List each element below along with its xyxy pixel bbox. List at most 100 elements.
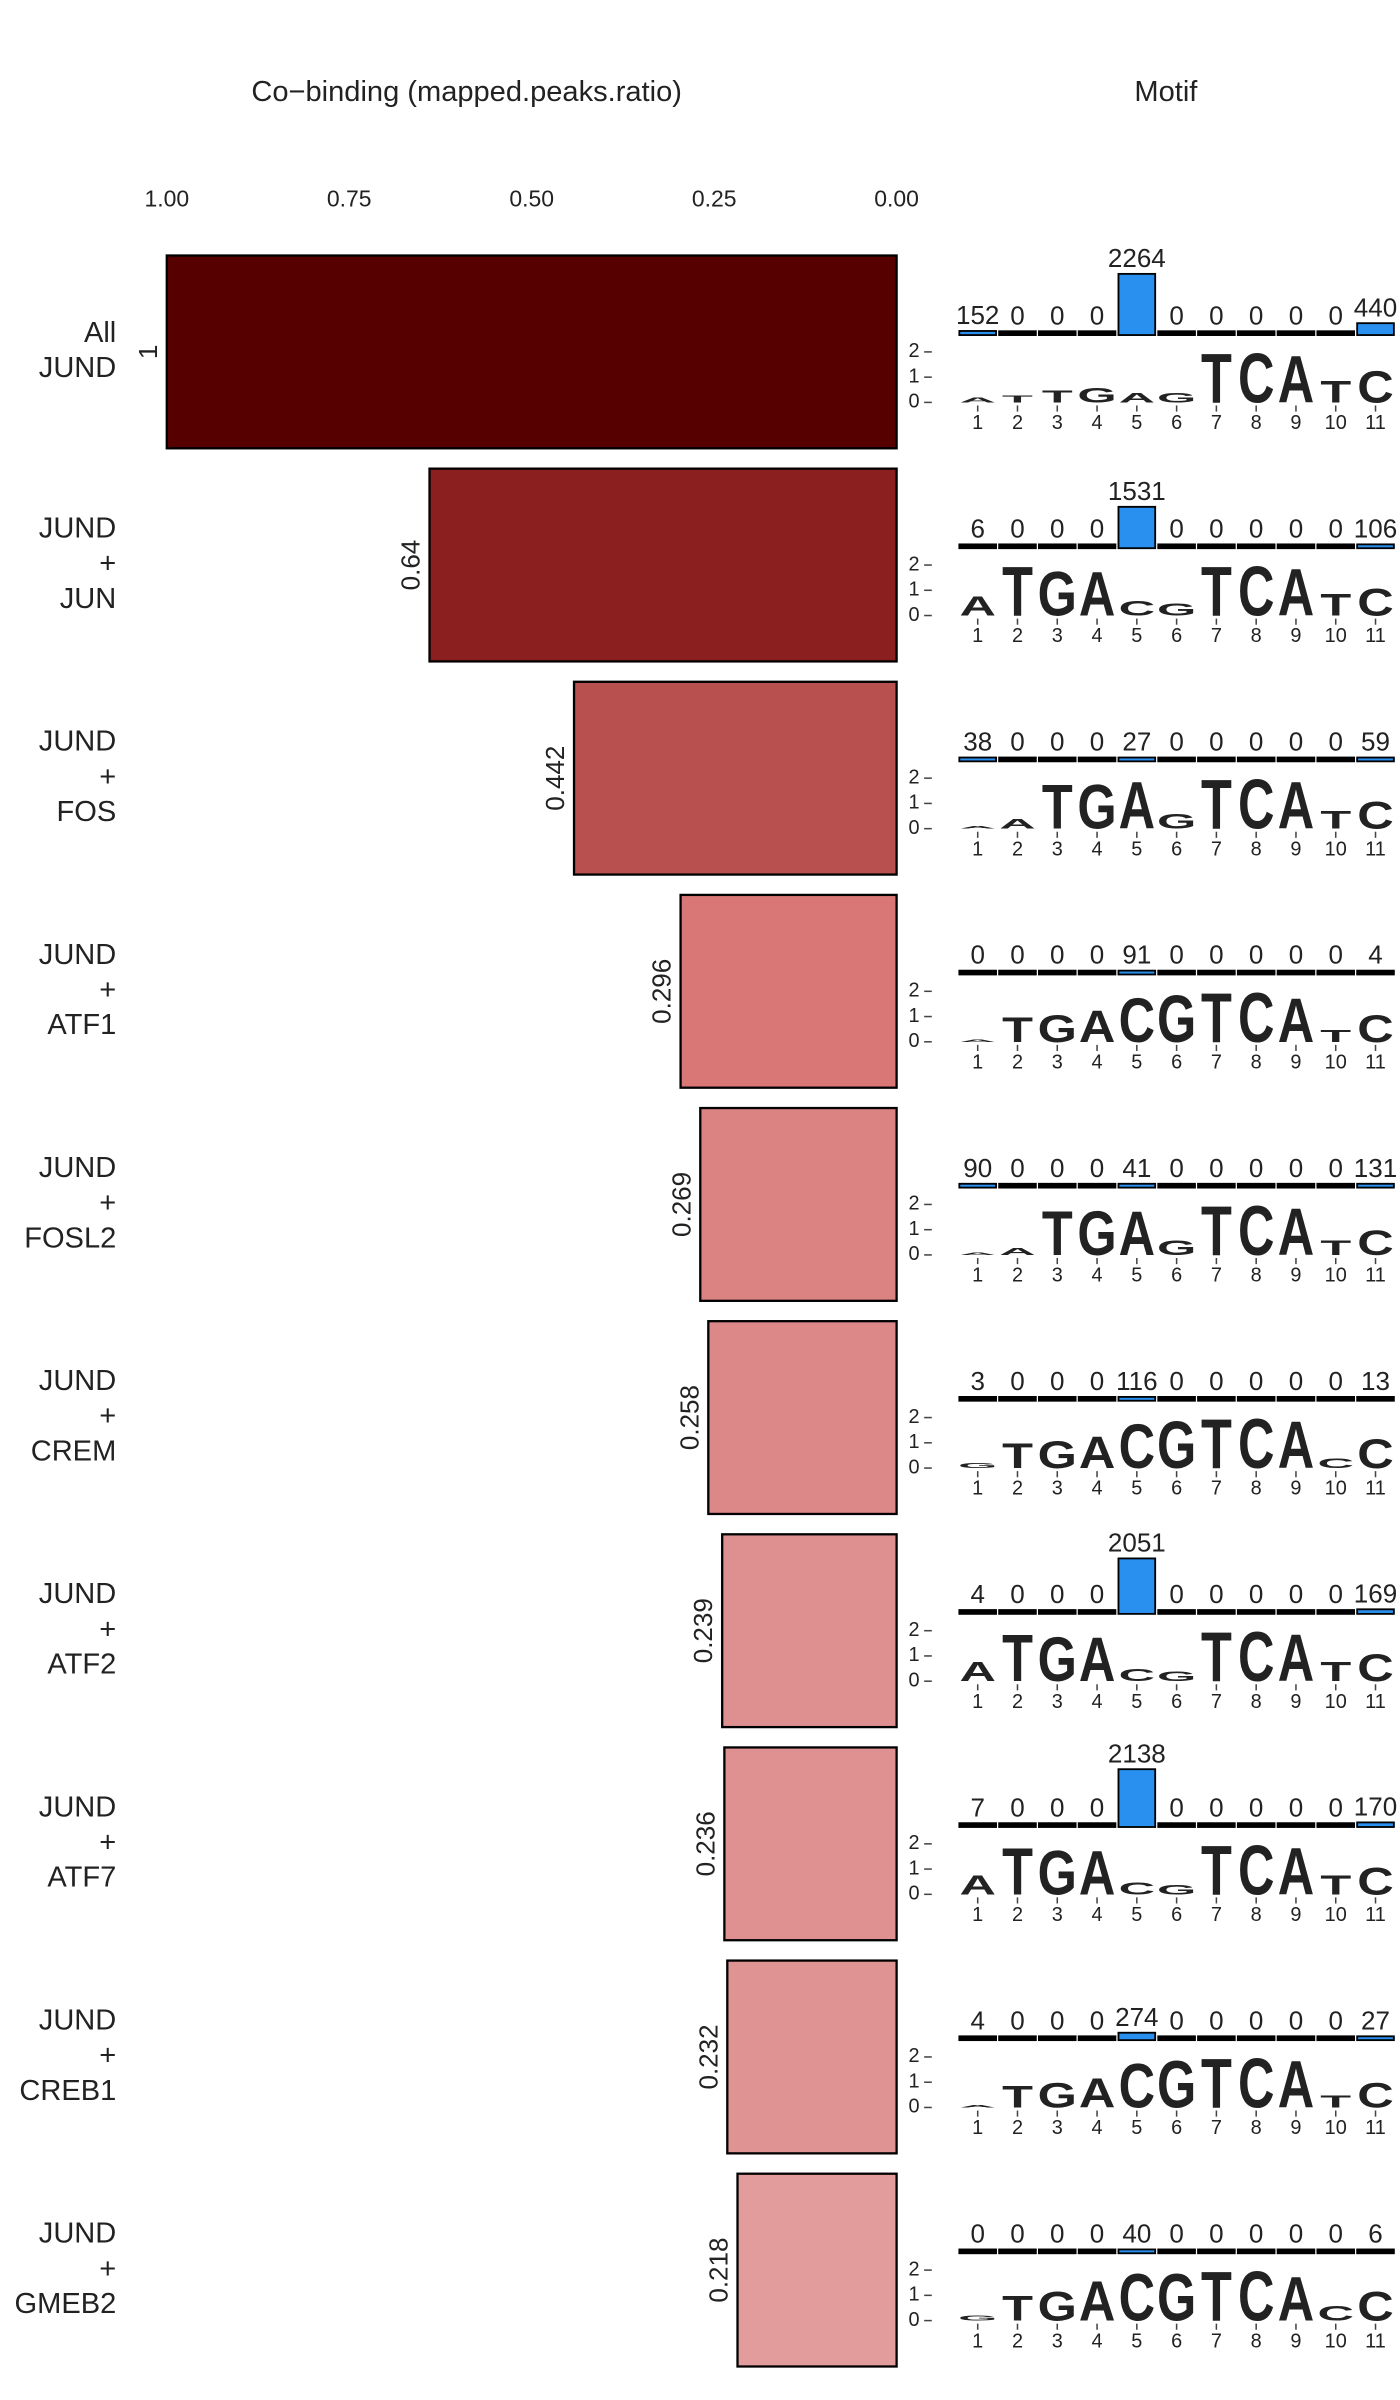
logo-letter: T bbox=[1201, 766, 1232, 844]
logo-letter: C bbox=[1238, 766, 1274, 844]
category-label: + bbox=[99, 2253, 116, 2285]
count-bar bbox=[1117, 969, 1157, 976]
bar bbox=[679, 893, 898, 1089]
count-bar bbox=[1236, 330, 1276, 336]
count-bar bbox=[1316, 2248, 1356, 2255]
count-bar bbox=[1356, 1395, 1395, 1402]
logo-letter: T bbox=[1002, 552, 1033, 630]
logo-letter: G bbox=[1038, 1838, 1077, 1909]
count-bar bbox=[1316, 1395, 1356, 1402]
y-tick-label: 2 bbox=[909, 1193, 920, 1215]
count-label: 0 bbox=[1010, 1153, 1024, 1183]
logo-letter: G bbox=[1077, 772, 1116, 843]
logo-letter: C bbox=[1357, 1859, 1393, 1903]
position-label: 4 bbox=[1092, 1478, 1103, 1500]
category-label: All bbox=[84, 317, 116, 349]
position-label: 5 bbox=[1131, 2330, 1142, 2352]
count-label: 0 bbox=[1289, 2005, 1303, 2035]
position-label: 11 bbox=[1365, 1265, 1386, 1287]
logo-letter: T bbox=[1201, 1618, 1232, 1696]
position-label: 1 bbox=[972, 2330, 983, 2352]
y-tick-label: 0 bbox=[909, 1669, 920, 1691]
position-label: 2 bbox=[1012, 412, 1023, 434]
count-label: 0 bbox=[1249, 727, 1263, 757]
count-label: 0 bbox=[1010, 300, 1024, 330]
position-label: 4 bbox=[1092, 625, 1103, 647]
position-label: 2 bbox=[1012, 1691, 1023, 1713]
value-label: 0.236 bbox=[690, 1811, 720, 1876]
count-bar bbox=[1316, 756, 1356, 763]
position-label: 7 bbox=[1211, 2330, 1222, 2352]
count-label: 0 bbox=[1289, 727, 1303, 757]
position-label: 10 bbox=[1325, 1265, 1347, 1287]
logo-letter: T bbox=[1201, 1405, 1232, 1483]
count-label: 169 bbox=[1354, 1578, 1397, 1608]
count-label: 0 bbox=[1169, 300, 1183, 330]
position-label: 3 bbox=[1052, 412, 1063, 434]
count-bar bbox=[998, 543, 1037, 550]
logo-letter: T bbox=[1320, 807, 1351, 834]
y-tick-label: 2 bbox=[909, 340, 920, 362]
count-bar bbox=[1316, 969, 1356, 976]
position-label: 10 bbox=[1325, 1691, 1347, 1713]
count-label: 2138 bbox=[1108, 1738, 1166, 1768]
count-label: 0 bbox=[1209, 1153, 1223, 1183]
count-label: 0 bbox=[970, 2219, 984, 2249]
count-label: 27 bbox=[1122, 727, 1151, 757]
category-label: + bbox=[99, 1400, 116, 1432]
count-label: 116 bbox=[1116, 1366, 1157, 1396]
category-label: + bbox=[99, 548, 116, 580]
count-bar bbox=[1037, 1395, 1077, 1402]
y-tick-label: 2 bbox=[909, 2045, 920, 2067]
count-label: 0 bbox=[1209, 2005, 1223, 2035]
logo-letter: A bbox=[1079, 559, 1115, 630]
count-label: 4 bbox=[970, 2005, 984, 2035]
position-label: 4 bbox=[1092, 838, 1103, 860]
count-label: 0 bbox=[1050, 727, 1064, 757]
count-label: 440 bbox=[1354, 292, 1397, 322]
y-tick-label: 2 bbox=[909, 980, 920, 1002]
position-label: 10 bbox=[1325, 1051, 1347, 1073]
count-bar bbox=[1236, 1609, 1276, 1615]
logo-letter: C bbox=[1119, 2260, 1155, 2336]
count-label: 0 bbox=[1090, 1579, 1104, 1609]
logo-letter: T bbox=[1201, 1831, 1232, 1909]
category-label: FOS bbox=[57, 796, 117, 828]
y-tick-label: 1 bbox=[909, 792, 920, 814]
logo-letter: G bbox=[1157, 390, 1196, 406]
count-label: 90 bbox=[963, 1153, 992, 1183]
count-label: 0 bbox=[1249, 1792, 1263, 1822]
y-tick-label: 0 bbox=[909, 2309, 920, 2331]
count-bar bbox=[1197, 1822, 1236, 1828]
count-label: 2264 bbox=[1108, 243, 1166, 273]
logo-letter: T bbox=[1042, 387, 1073, 406]
motif-title: Motif bbox=[1134, 76, 1198, 108]
count-label: 3 bbox=[970, 1366, 984, 1396]
logo-letter: G bbox=[1157, 1236, 1196, 1259]
position-label: 3 bbox=[1052, 625, 1063, 647]
position-label: 1 bbox=[972, 625, 983, 647]
count-bar bbox=[1077, 543, 1117, 550]
position-label: 6 bbox=[1171, 1478, 1182, 1500]
count-bar bbox=[998, 1182, 1037, 1189]
logo-letter: G bbox=[1038, 1007, 1077, 1051]
position-label: 6 bbox=[1171, 412, 1182, 434]
logo-letter: C bbox=[1119, 1879, 1155, 1898]
bar bbox=[699, 1106, 898, 1302]
position-label: 9 bbox=[1290, 412, 1301, 434]
count-bar bbox=[1356, 1182, 1395, 1189]
logo-letter: T bbox=[1320, 1236, 1351, 1259]
position-label: 3 bbox=[1052, 1478, 1063, 1500]
logo-letter: A bbox=[1079, 2069, 1115, 2116]
logo-letter: G bbox=[1038, 559, 1077, 630]
count-label: 0 bbox=[1329, 1153, 1343, 1183]
count-bar bbox=[1356, 2035, 1395, 2042]
count-bar bbox=[1197, 1182, 1236, 1189]
logo-letter: A bbox=[1278, 1194, 1314, 1270]
position-label: 5 bbox=[1131, 1265, 1142, 1287]
count-label: 0 bbox=[1249, 1366, 1263, 1396]
logo-letter: A bbox=[999, 1245, 1035, 1257]
count-bar bbox=[1276, 2035, 1316, 2042]
count-label: 0 bbox=[1329, 727, 1343, 757]
position-label: 6 bbox=[1171, 1051, 1182, 1073]
